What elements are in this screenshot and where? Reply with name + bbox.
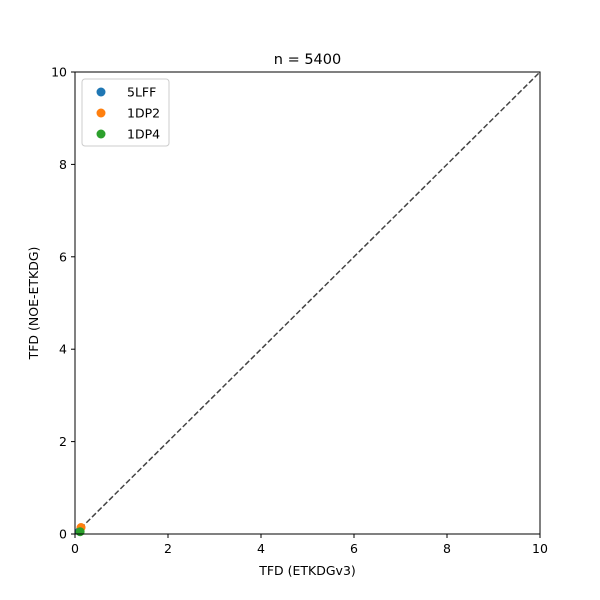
y-tick-label: 2 — [59, 434, 67, 449]
y-tick-label: 8 — [59, 157, 67, 172]
x-tick-label: 6 — [350, 541, 358, 556]
x-tick-label: 8 — [443, 541, 451, 556]
x-axis-label: TFD (ETKDGv3) — [258, 563, 356, 578]
plot-area — [74, 71, 541, 537]
legend: 5LFF 1DP2 1DP4 — [81, 78, 170, 147]
y-axis-label: TFD (NOE-ETKDG) — [26, 247, 41, 361]
legend-label-1dp2: 1DP2 — [127, 106, 160, 121]
legend-frame — [81, 78, 170, 147]
y-tick-label: 10 — [51, 65, 67, 80]
x-axis: 0 2 4 6 8 10 — [71, 534, 548, 556]
x-tick-label: 0 — [71, 541, 79, 556]
x-tick-label: 4 — [257, 541, 265, 556]
legend-marker-1dp4 — [96, 129, 106, 139]
y-tick-label: 0 — [59, 527, 67, 542]
x-tick-label: 2 — [164, 541, 172, 556]
legend-label-1dp4: 1DP4 — [127, 127, 160, 142]
y-tick-label: 4 — [59, 342, 67, 357]
legend-marker-5lff — [96, 87, 106, 97]
reference-diagonal-line — [74, 71, 541, 535]
legend-marker-1dp2 — [96, 108, 106, 118]
y-tick-label: 6 — [59, 249, 67, 264]
plot-frame — [74, 71, 541, 535]
chart-title: n = 5400 — [274, 52, 341, 68]
y-axis: 0 2 4 6 8 10 — [51, 65, 75, 542]
data-point-1dp4 — [75, 527, 85, 537]
legend-label-5lff: 5LFF — [127, 85, 156, 100]
x-tick-label: 10 — [532, 541, 548, 556]
